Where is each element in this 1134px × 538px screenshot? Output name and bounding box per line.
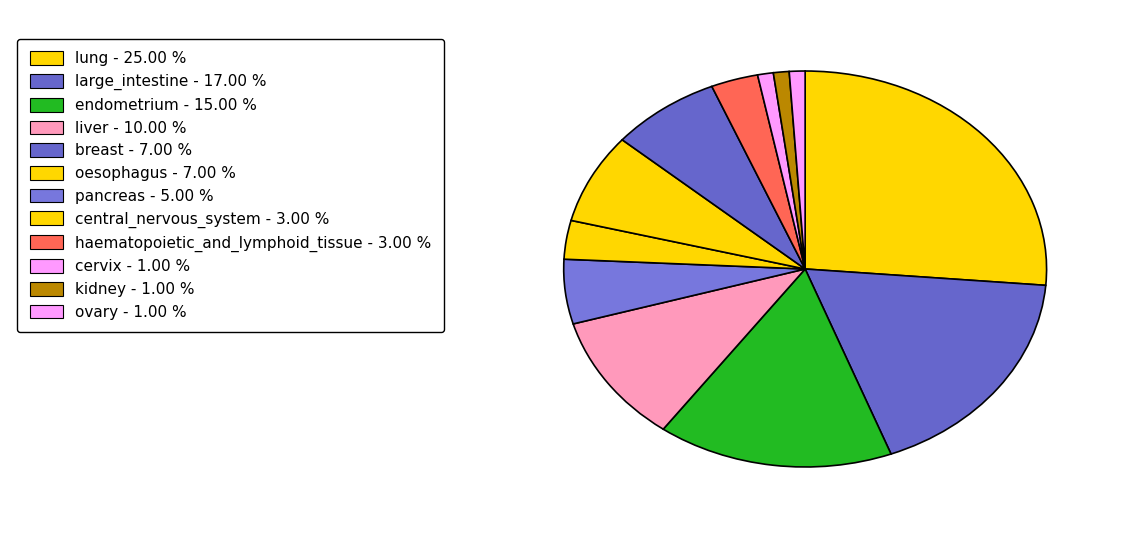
Wedge shape	[572, 140, 805, 269]
Wedge shape	[663, 269, 891, 467]
Wedge shape	[712, 75, 805, 269]
Wedge shape	[773, 72, 805, 269]
Wedge shape	[564, 259, 805, 324]
Wedge shape	[758, 73, 805, 269]
Wedge shape	[564, 221, 805, 269]
Wedge shape	[805, 269, 1046, 454]
Wedge shape	[805, 71, 1047, 285]
Wedge shape	[573, 269, 805, 429]
Wedge shape	[623, 87, 805, 269]
Legend: lung - 25.00 %, large_intestine - 17.00 %, endometrium - 15.00 %, liver - 10.00 : lung - 25.00 %, large_intestine - 17.00 …	[17, 39, 443, 332]
Wedge shape	[789, 71, 805, 269]
